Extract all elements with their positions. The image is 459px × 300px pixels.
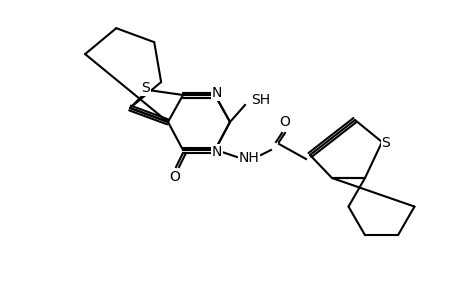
- Text: N: N: [211, 145, 222, 159]
- Text: S: S: [381, 136, 390, 150]
- Text: NH: NH: [238, 151, 259, 165]
- Text: N: N: [211, 86, 222, 100]
- Text: O: O: [279, 115, 290, 129]
- Text: S: S: [141, 81, 150, 95]
- Text: SH: SH: [251, 93, 269, 107]
- Text: O: O: [169, 170, 180, 184]
